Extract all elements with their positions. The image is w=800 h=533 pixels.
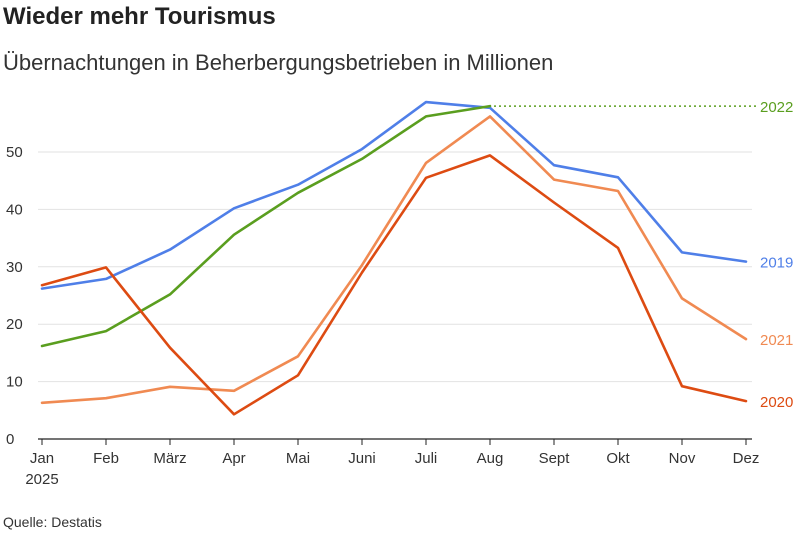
x-tick-label: Apr xyxy=(222,450,245,467)
series-label-2022: 2022 xyxy=(760,99,793,116)
x-tick-label: Juli xyxy=(415,450,438,467)
x-tick-label: Sept xyxy=(539,450,571,467)
chart-subtitle: Übernachtungen in Beherbergungsbetrieben… xyxy=(3,50,554,75)
x-tick-label: Mai xyxy=(286,450,310,467)
series-label-2021: 2021 xyxy=(760,332,793,349)
x-tick-label: Feb xyxy=(93,450,119,467)
y-axis-ticks: 0 10 20 30 40 50 xyxy=(6,144,23,448)
y-tick-label: 40 xyxy=(6,201,23,218)
x-tick-label: Aug xyxy=(477,450,504,467)
gridlines xyxy=(38,151,752,440)
series-line-2020 xyxy=(40,154,748,416)
x-tick-label: März xyxy=(153,450,186,467)
y-tick-label: 50 xyxy=(6,144,23,161)
x-tick-label: Dez xyxy=(733,450,760,467)
series-lines xyxy=(40,100,756,416)
y-tick-label: 10 xyxy=(6,374,23,391)
source-note: Quelle: Destatis xyxy=(3,514,102,530)
series-label-2020: 2020 xyxy=(760,394,793,411)
x-tick-label: Nov xyxy=(669,450,696,467)
chart-title: Wieder mehr Tourismus xyxy=(3,3,276,30)
y-tick-label: 30 xyxy=(6,259,23,276)
x-axis-ticks: Jan Feb März Apr Mai Juni Juli Aug Sept Okt Nov Dez… xyxy=(25,439,759,488)
series-label-2019: 2019 xyxy=(760,255,793,272)
series-line-2022 xyxy=(40,104,492,348)
x-tick-label: Juni xyxy=(348,450,376,467)
x-tick-label: Okt xyxy=(606,450,630,467)
series-labels: 2019 2022 2021 2020 xyxy=(760,99,793,411)
series-line-2019 xyxy=(40,100,748,290)
y-tick-label: 20 xyxy=(6,316,23,333)
x-year-label: 2025 xyxy=(25,471,58,488)
x-tick-label: Jan xyxy=(30,450,54,467)
series-line-2021 xyxy=(40,115,748,405)
y-tick-label: 0 xyxy=(6,431,14,448)
